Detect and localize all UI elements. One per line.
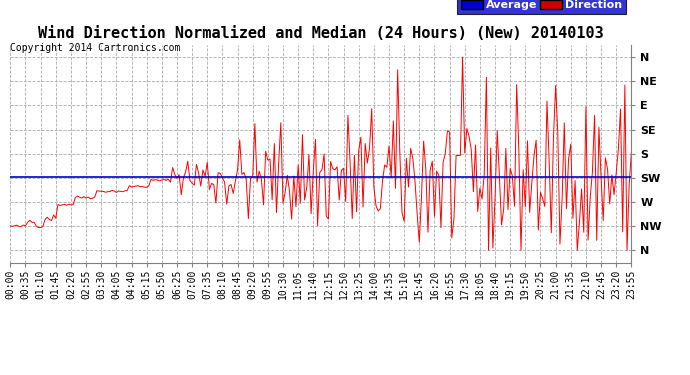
Legend: Average, Direction: Average, Direction xyxy=(457,0,626,13)
Text: Copyright 2014 Cartronics.com: Copyright 2014 Cartronics.com xyxy=(10,43,181,52)
Title: Wind Direction Normalized and Median (24 Hours) (New) 20140103: Wind Direction Normalized and Median (24… xyxy=(38,26,604,41)
